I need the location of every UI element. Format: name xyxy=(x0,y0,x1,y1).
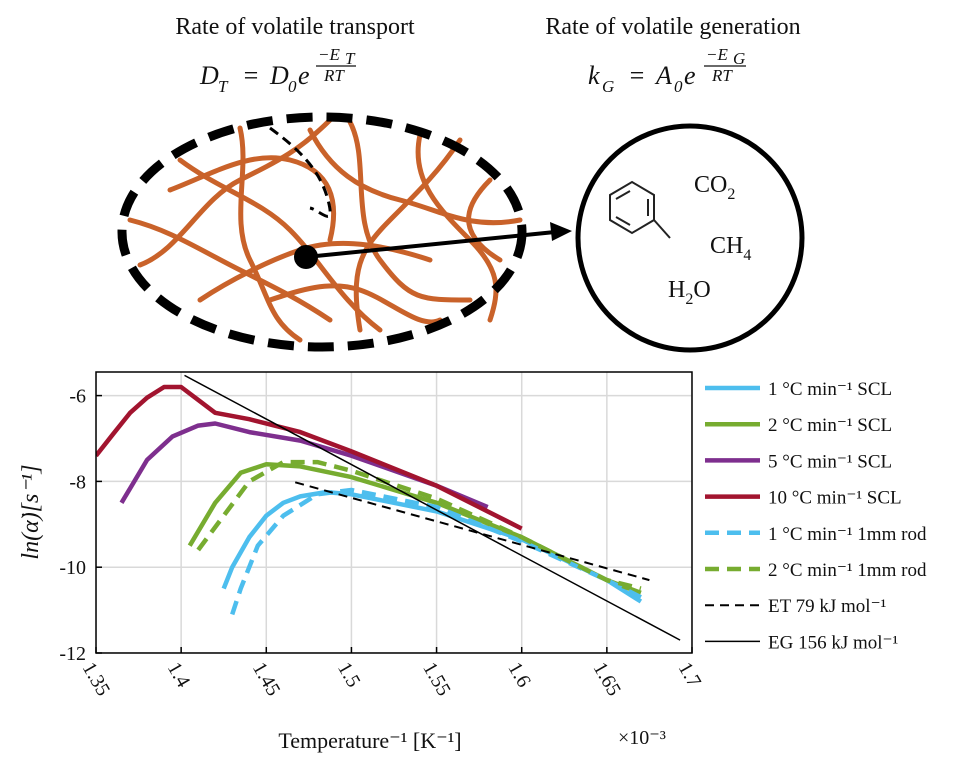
molecule-sub: 2 xyxy=(685,291,693,308)
double-bond xyxy=(615,216,631,226)
series-line xyxy=(230,487,642,616)
molecule-main: H xyxy=(668,277,685,303)
fiber xyxy=(177,157,383,333)
molecule: H2O xyxy=(668,277,711,308)
eq-symbol: D xyxy=(199,61,219,90)
molecule-main: CH xyxy=(710,233,743,259)
eq-base: e xyxy=(684,61,696,90)
sample-boundary xyxy=(117,112,527,352)
y-axis-label: ln(α̇)[s⁻¹] xyxy=(18,464,44,559)
zoom-circle xyxy=(575,123,805,353)
legend-label: 2 °C min⁻¹ SCL xyxy=(768,415,892,436)
series-line xyxy=(184,374,681,641)
x-tick-label: 1.45 xyxy=(248,659,285,700)
y-tick-label: -6 xyxy=(69,386,86,408)
x-tick-label: 1.7 xyxy=(674,659,706,692)
series-line xyxy=(196,459,642,591)
molecule-sub: 4 xyxy=(743,247,751,264)
eq-exp-num: −E xyxy=(318,45,340,64)
polymer-network xyxy=(127,117,523,343)
generation-label: Rate of volatile generation xyxy=(545,14,800,40)
y-tick-label: -10 xyxy=(59,557,86,579)
eq-exp-num-sub: T xyxy=(345,49,356,68)
ring xyxy=(609,180,655,235)
eq-symbol: k xyxy=(588,61,600,90)
y-tick-label: -8 xyxy=(69,471,86,493)
generation-equation: k G = A 0 e −E G RT xyxy=(588,45,746,96)
series-line xyxy=(294,481,650,582)
x-tick-label: 1.55 xyxy=(418,659,455,700)
series-line xyxy=(96,384,523,531)
fiber xyxy=(127,217,333,323)
double-bond xyxy=(615,190,631,200)
eq-factor-sub: 0 xyxy=(674,77,683,96)
x-tick-label: 1.65 xyxy=(589,659,626,700)
transport-equation: D T = D 0 e −E T RT xyxy=(199,45,356,96)
x-tick-label: 1.4 xyxy=(163,659,195,692)
eq-factor-sub: 0 xyxy=(288,77,297,96)
zoom-arrow xyxy=(305,230,556,259)
legend-label: 1 °C min⁻¹ SCL xyxy=(768,379,892,400)
eq-equals: = xyxy=(242,61,260,90)
plot-frame xyxy=(95,371,693,654)
plot-area xyxy=(96,372,692,653)
methyl-bond xyxy=(653,219,671,239)
axes: 1.35 1.4 1.45 1.5 1.55 1.6 1.65 1.7-12-10-8-6 1 … xyxy=(59,371,927,700)
fiber xyxy=(237,125,303,343)
eq-factor: D xyxy=(269,61,289,90)
eq-exp-num-sub: G xyxy=(733,49,745,68)
eq-exp-num: −E xyxy=(706,45,728,64)
x-axis-label: Temperature⁻¹ [K⁻¹] xyxy=(278,728,461,753)
molecule-main: CO xyxy=(694,172,727,198)
x-tick-label: 1.6 xyxy=(503,659,535,692)
transport-label: Rate of volatile transport xyxy=(175,14,415,40)
molecule: CH4 xyxy=(710,233,751,264)
eq-factor: A xyxy=(654,61,672,90)
eq-symbol-sub: T xyxy=(218,77,229,96)
molecule: CO2 xyxy=(694,172,735,203)
legend-label: EG 156 kJ mol⁻¹ xyxy=(768,632,899,653)
eq-base: e xyxy=(298,61,310,90)
x-multiplier: ×10⁻³ xyxy=(618,727,666,749)
fiber xyxy=(466,177,503,263)
fiber xyxy=(307,127,523,226)
arrow-head xyxy=(550,222,572,241)
legend-label: ET 79 kJ mol⁻¹ xyxy=(768,596,887,617)
x-tick-label: 1.5 xyxy=(333,659,365,692)
legend-label: 10 °C min⁻¹ SCL xyxy=(768,488,902,509)
eq-symbol-sub: G xyxy=(602,77,614,96)
fiber xyxy=(267,283,443,325)
legend-label: 2 °C min⁻¹ 1mm rod xyxy=(768,560,927,581)
legend-label: 5 °C min⁻¹ SCL xyxy=(768,451,892,472)
molecule-sub: 2 xyxy=(727,186,735,203)
benzene xyxy=(609,180,671,239)
eq-equals: = xyxy=(628,61,646,90)
fiber xyxy=(167,155,337,243)
molecule-main: O xyxy=(693,277,710,303)
y-tick-label: -12 xyxy=(59,643,86,665)
eq-exp-den: RT xyxy=(711,66,733,85)
diffusion-path xyxy=(269,126,332,218)
eq-exp-den: RT xyxy=(323,66,345,85)
legend-label: 1 °C min⁻¹ 1mm rod xyxy=(768,524,927,545)
fiber xyxy=(347,119,473,303)
